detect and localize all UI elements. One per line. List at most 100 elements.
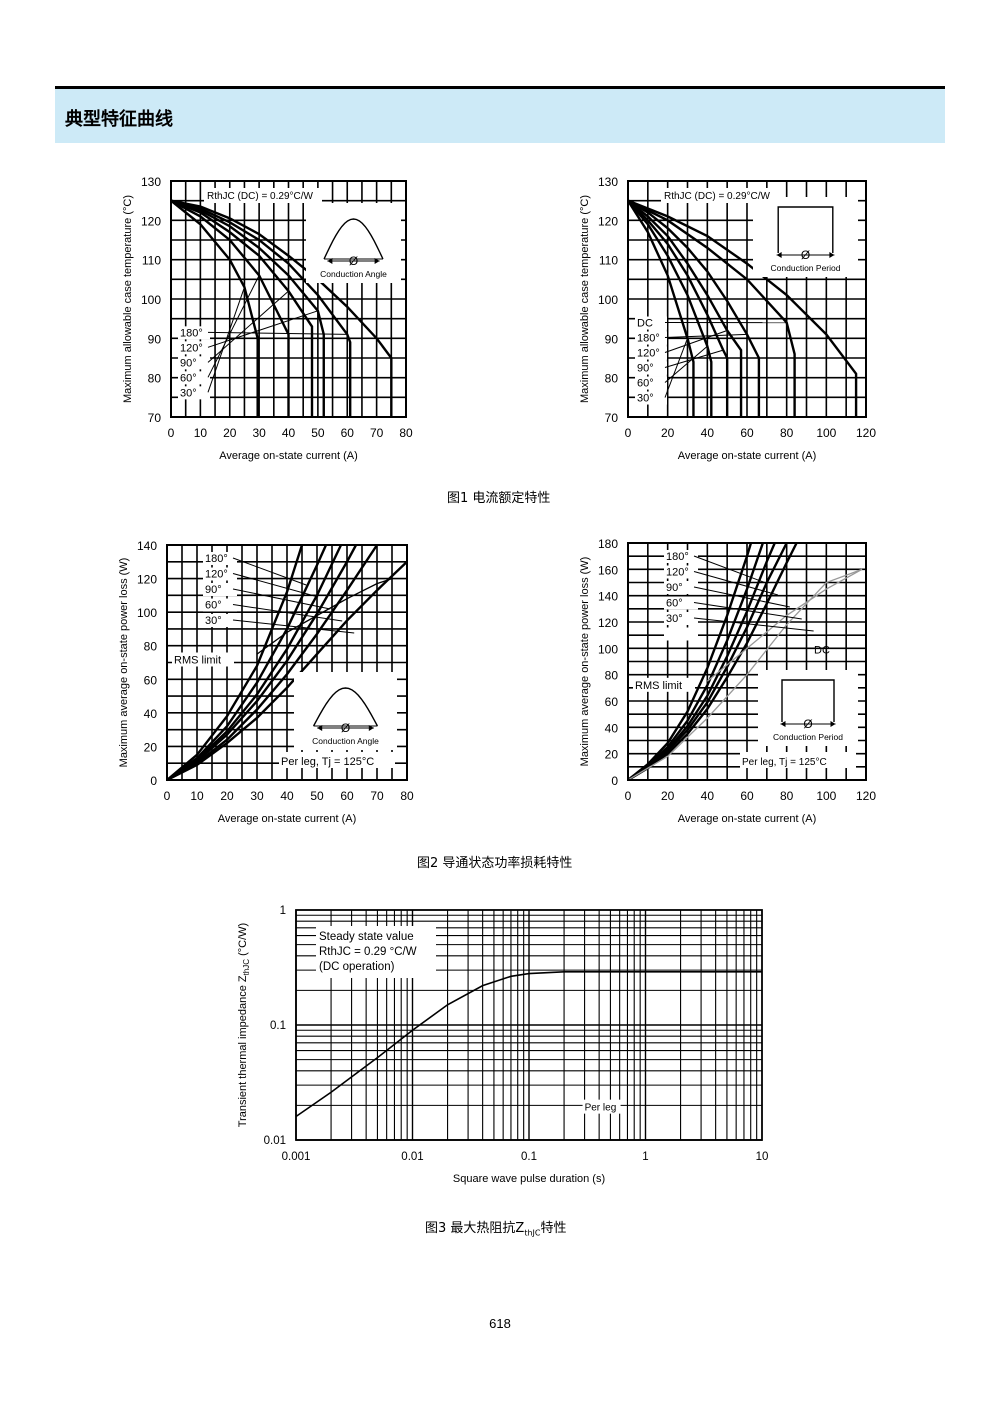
x-axis-label: Average on-state current (A) <box>219 450 358 462</box>
x-tick-label: 10 <box>756 1151 769 1163</box>
series-line <box>627 199 729 417</box>
x-tick-label: 80 <box>780 789 794 803</box>
angle-label: 120° <box>637 348 660 360</box>
leader-line <box>207 275 260 378</box>
y-tick-label: 60 <box>144 673 158 687</box>
x-tick-label: 0.1 <box>521 1151 537 1163</box>
rms-limit-label: RMS limit <box>174 655 221 667</box>
y-tick-label: 90 <box>605 332 619 346</box>
angle-label: DC <box>637 318 653 330</box>
x-tick-label: 0 <box>625 789 632 803</box>
y-tick-label: 120 <box>598 616 618 630</box>
y-tick-label: 70 <box>148 411 162 425</box>
caption-fig3-suffix: 特性 <box>540 1221 567 1236</box>
y-tick-label: 120 <box>137 573 157 587</box>
leader-line <box>207 331 348 335</box>
x-tick-label: 20 <box>220 789 234 803</box>
x-axis-label: Average on-state current (A) <box>218 813 357 825</box>
y-tick-label: 160 <box>598 563 618 577</box>
x-tick-label: 1 <box>642 1151 648 1163</box>
caption-fig3: 图3 最大热阻抗ZthJC特性 <box>425 1217 566 1238</box>
x-tick-label: 0 <box>625 426 632 440</box>
rth-annotation: RthJC (DC) = 0.29°C/W <box>664 191 771 202</box>
plot-frame <box>627 180 867 418</box>
note-bg <box>582 1099 621 1114</box>
label-bg <box>635 391 667 405</box>
y-tick-label: 80 <box>144 640 158 654</box>
series-line <box>627 199 713 417</box>
label-bg <box>664 596 698 610</box>
series-line <box>627 199 858 417</box>
label-bg <box>178 386 210 400</box>
angle-label: 90° <box>180 357 197 369</box>
angle-label: 60° <box>180 372 197 384</box>
y-tick-label: 140 <box>137 539 157 553</box>
inset-label: Conduction Period <box>773 732 843 742</box>
per-leg-note: Per leg, Tj = 125°C <box>742 757 827 768</box>
x-tick-label: 20 <box>661 426 675 440</box>
label-bg <box>203 598 237 612</box>
x-tick-label: 40 <box>280 789 294 803</box>
label-bg <box>178 341 210 355</box>
leader-line <box>207 287 245 393</box>
y-tick-label: 130 <box>598 175 618 189</box>
rth-annotation: RthJC (DC) = 0.29°C/W <box>207 191 314 202</box>
x-tick-label: 40 <box>282 426 296 440</box>
y-tick-label: 120 <box>598 214 618 228</box>
x-tick-label: 60 <box>740 789 754 803</box>
angle-label: 180° <box>637 333 660 345</box>
note-bg <box>740 752 856 768</box>
label-bg <box>664 581 698 594</box>
steady-state-annotation: RthJC = 0.29 °C/W <box>319 946 417 958</box>
angle-label: 60° <box>666 598 683 610</box>
y-tick-label: 20 <box>605 748 619 762</box>
caption-fig3-prefix: 图3 最大热阻抗Z <box>425 1221 525 1236</box>
x-axis-label: Square wave pulse duration (s) <box>453 1173 605 1185</box>
series-line <box>627 199 761 417</box>
inset-label: Conduction Angle <box>312 736 379 746</box>
y-tick-label: 140 <box>598 590 618 604</box>
series-line <box>627 199 796 417</box>
x-tick-label: 80 <box>780 426 794 440</box>
label-bg <box>203 567 237 581</box>
angle-label: 90° <box>637 363 654 375</box>
leader-line <box>693 555 767 584</box>
angle-label: 60° <box>205 600 222 612</box>
series-line <box>166 544 379 782</box>
steady-state-annotation: Steady state value <box>319 931 414 943</box>
inset-label: Conduction Period <box>771 263 841 273</box>
label-bg <box>664 627 698 641</box>
series-line <box>706 568 863 682</box>
y-tick-label: 0 <box>611 774 618 788</box>
x-tick-label: 40 <box>701 789 715 803</box>
x-tick-label: 0 <box>168 426 175 440</box>
phi-symbol: Ø <box>341 721 350 735</box>
plot-frame <box>627 542 867 781</box>
angle-label: 30° <box>205 615 222 627</box>
plot-frame <box>166 544 408 781</box>
label-bg <box>635 376 667 390</box>
plot-frame <box>295 909 763 1141</box>
leader-line <box>664 345 708 383</box>
x-tick-label: 70 <box>370 789 384 803</box>
series-line <box>166 544 328 781</box>
leader-line <box>693 571 779 596</box>
label-bg <box>664 565 698 579</box>
page-number: 618 <box>489 1316 511 1331</box>
leader-line <box>664 329 728 354</box>
series-line <box>166 544 343 781</box>
angle-label: 120° <box>180 342 203 354</box>
annotation-bg <box>204 188 322 203</box>
y-tick-label: 20 <box>144 740 158 754</box>
y-tick-label: 100 <box>141 293 161 307</box>
y-tick-label: 130 <box>141 175 161 189</box>
series-line <box>166 544 304 781</box>
phi-symbol: Ø <box>803 717 812 731</box>
series-line <box>626 200 695 417</box>
annotation-bg <box>316 926 436 978</box>
x-tick-label: 100 <box>816 789 836 803</box>
y-tick-label: 80 <box>605 669 619 683</box>
